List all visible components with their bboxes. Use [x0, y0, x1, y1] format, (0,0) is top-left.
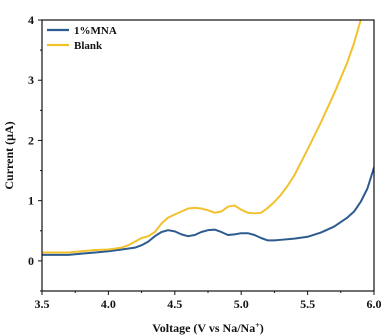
x-axis-title-suffix: )	[260, 321, 264, 335]
y-tick-label: 3	[28, 73, 34, 87]
y-tick-label: 2	[28, 133, 34, 147]
x-axis-title-main: Voltage (V vs Na/Na	[152, 321, 255, 335]
x-tick-label: 4.0	[101, 297, 116, 311]
legend: 1%MNA Blank	[47, 25, 117, 52]
series-line-0	[42, 166, 374, 256]
x-tick-label: 6.0	[367, 297, 382, 311]
legend-label-1: Blank	[74, 40, 103, 52]
x-tick-label: 5.0	[234, 297, 249, 311]
legend-label-0: 1%MNA	[74, 25, 117, 37]
y-axis-title: Current (μA)	[2, 121, 16, 189]
y-tick-label: 1	[28, 194, 34, 208]
x-axis: 3.5 4.0 4.5 5.0 5.5 6.0	[35, 291, 382, 311]
y-axis: 0 1 2 3 4	[28, 13, 42, 292]
x-axis-title: Voltage (V vs Na/Na+)	[152, 321, 264, 336]
x-axis-title-superscript: +	[255, 321, 260, 330]
y-tick-label: 0	[28, 254, 34, 268]
series-lines	[42, 20, 374, 256]
y-tick-label: 4	[28, 13, 34, 27]
x-tick-label: 4.5	[167, 297, 182, 311]
x-tick-label: 5.5	[300, 297, 315, 311]
series-line-1	[42, 20, 362, 254]
x-tick-label: 3.5	[35, 297, 50, 311]
